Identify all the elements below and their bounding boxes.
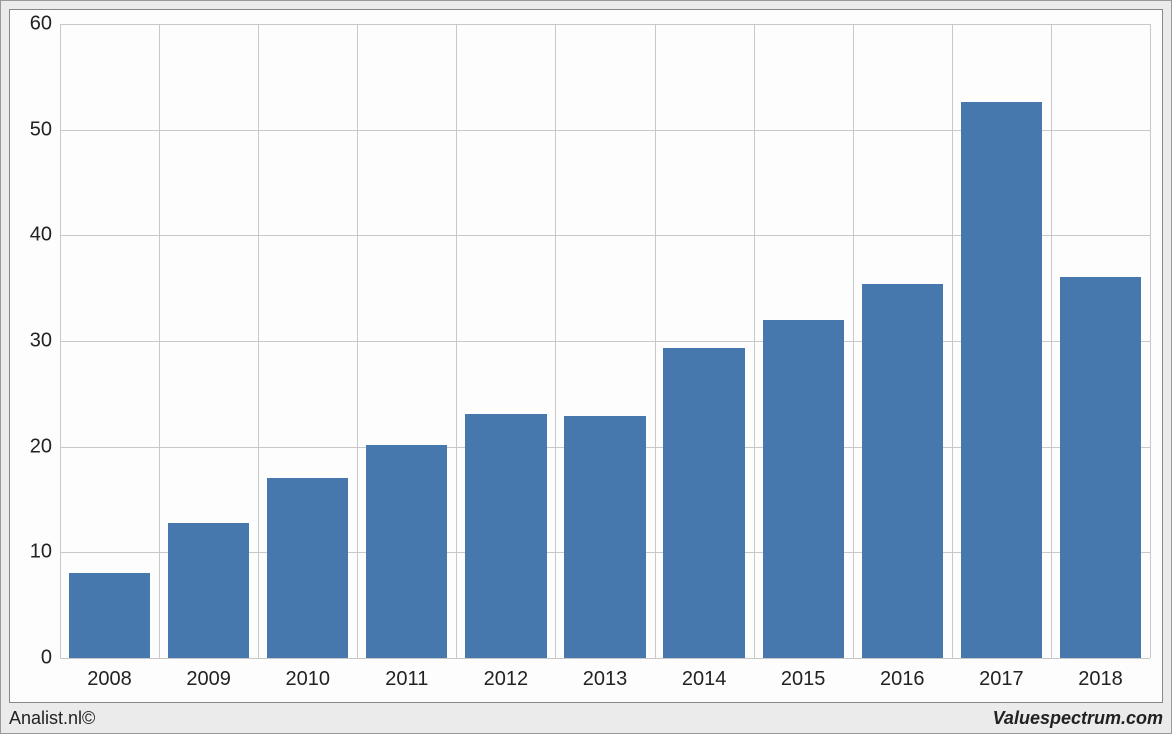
x-axis-tick-label: 2011 [385, 668, 428, 691]
x-axis-tick-label: 2018 [1078, 668, 1123, 691]
bar [763, 320, 844, 658]
gridline-vertical [60, 24, 61, 658]
x-axis-tick-label: 2014 [682, 668, 727, 691]
bar [862, 284, 943, 658]
gridline-vertical [952, 24, 953, 658]
bar [69, 573, 150, 658]
x-axis-tick-label: 2008 [87, 668, 132, 691]
bar [663, 348, 744, 658]
y-axis-tick-label: 50 [12, 118, 52, 141]
bar [564, 416, 645, 658]
chart-container: 0 10 20 30 40 50 60 2008 2009 2010 2011 2012 2013 201… [0, 0, 1172, 734]
bar [465, 414, 546, 658]
bar [168, 523, 249, 658]
footer-right-credit: Valuespectrum.com [993, 708, 1163, 729]
gridline-horizontal [60, 658, 1150, 659]
gridline-vertical [159, 24, 160, 658]
plot-area: 0102030405060200820092010201120122013201… [60, 24, 1150, 658]
gridline-vertical [655, 24, 656, 658]
y-axis-tick-label: 60 [12, 13, 52, 36]
gridline-vertical [357, 24, 358, 658]
gridline-vertical [555, 24, 556, 658]
bar [366, 445, 447, 658]
x-axis-tick-label: 2015 [781, 668, 826, 691]
bar [961, 102, 1042, 658]
gridline-vertical [456, 24, 457, 658]
y-axis-tick-label: 10 [12, 541, 52, 564]
x-axis-tick-label: 2010 [285, 668, 330, 691]
y-axis-tick-label: 40 [12, 224, 52, 247]
x-axis-tick-label: 2016 [880, 668, 925, 691]
x-axis-tick-label: 2017 [979, 668, 1024, 691]
footer-left-credit: Analist.nl© [9, 708, 95, 729]
gridline-vertical [1051, 24, 1052, 658]
bar [1060, 277, 1141, 658]
y-axis-tick-label: 0 [12, 647, 52, 670]
gridline-vertical [853, 24, 854, 658]
y-axis-tick-label: 20 [12, 435, 52, 458]
gridline-vertical [258, 24, 259, 658]
gridline-vertical [754, 24, 755, 658]
x-axis-tick-label: 2013 [583, 668, 628, 691]
bar [267, 478, 348, 658]
plot-frame: 0 10 20 30 40 50 60 2008 2009 2010 2011 2012 2013 201… [9, 9, 1163, 703]
x-axis-tick-label: 2012 [484, 668, 529, 691]
gridline-vertical [1150, 24, 1151, 658]
gridline-horizontal [60, 24, 1150, 25]
y-axis-tick-label: 30 [12, 330, 52, 353]
x-axis-tick-label: 2009 [186, 668, 231, 691]
